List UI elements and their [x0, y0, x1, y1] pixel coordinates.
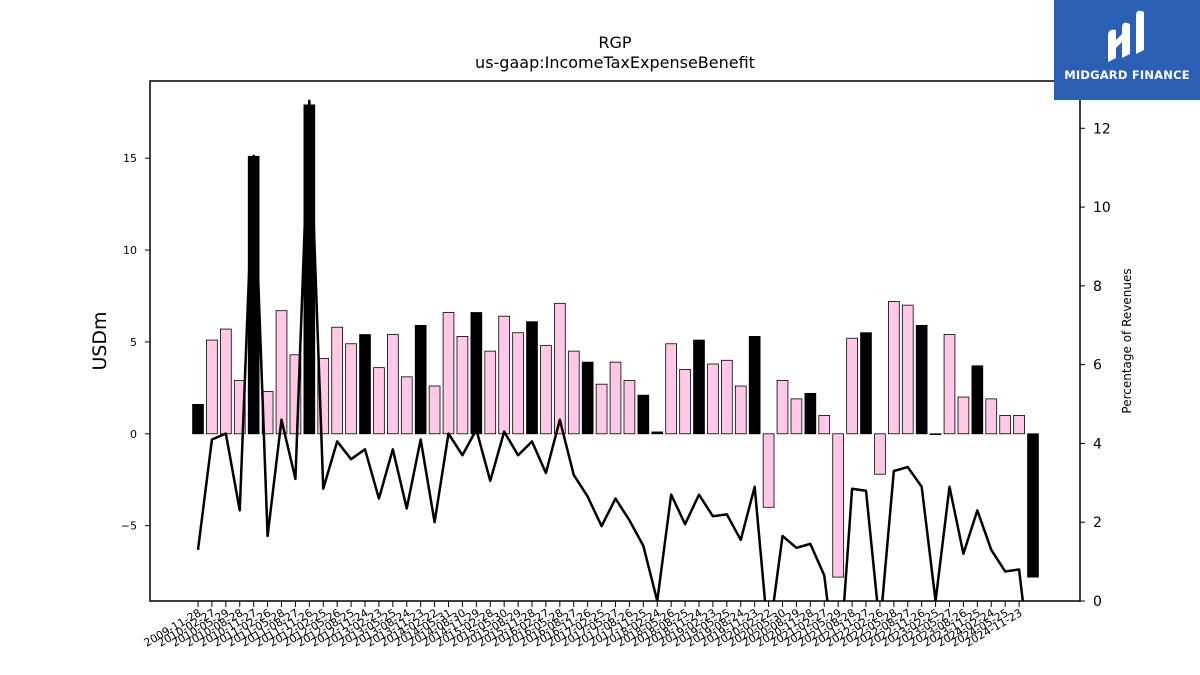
bar	[554, 302, 566, 435]
bar	[220, 328, 232, 435]
bar	[790, 398, 803, 435]
bar	[776, 380, 789, 435]
bar	[623, 380, 636, 435]
bar	[693, 339, 705, 435]
y2-tick-label: 8	[1093, 279, 1102, 295]
y-ticks-group: −5 0 5 10 15	[121, 152, 150, 533]
bar	[707, 363, 719, 435]
bar	[734, 385, 747, 435]
plot-frame	[149, 80, 1081, 602]
y-tick-label: 5	[130, 336, 137, 349]
bar	[275, 310, 288, 435]
chart-title: RGP	[598, 33, 632, 52]
bar	[400, 376, 413, 435]
brand-logo: MIDGARD FINANCE	[1054, 0, 1200, 100]
bar	[846, 337, 858, 435]
bar	[1013, 415, 1025, 435]
bar	[915, 324, 928, 435]
y-tick-label: 0	[130, 428, 137, 441]
bar	[359, 334, 371, 435]
y2-axis-label: Percentage of Revenues	[1120, 268, 1134, 413]
brand-mark-icon	[1108, 10, 1144, 63]
pct-of-revenues-line	[196, 99, 1025, 601]
bar	[414, 324, 427, 435]
y2-tick-label: 12	[1093, 121, 1111, 137]
bar	[345, 343, 357, 435]
x-ticks-group: 2009-11-282010-02-272010-05-292010-08-28…	[142, 601, 1025, 650]
bar	[748, 336, 761, 435]
bar	[233, 380, 246, 435]
bar	[331, 326, 343, 435]
bar	[498, 315, 510, 435]
bar	[512, 332, 524, 435]
bar	[373, 367, 385, 435]
bar	[609, 361, 622, 435]
y-tick-label: −5	[121, 520, 137, 533]
y2-tick-label: 10	[1093, 200, 1111, 216]
bar	[957, 396, 970, 435]
bar	[317, 358, 330, 435]
chart-subtitle: us-gaap:IncomeTaxExpenseBenefit	[475, 53, 755, 72]
bar	[832, 433, 844, 578]
bar	[247, 155, 260, 435]
pct-line-group	[196, 99, 1025, 601]
bar	[651, 431, 664, 435]
bar	[929, 433, 942, 435]
bar	[595, 383, 608, 435]
bar	[567, 350, 580, 435]
y2-tick-label: 0	[1093, 594, 1102, 610]
bar	[581, 361, 594, 435]
bar	[874, 433, 886, 475]
bar	[192, 403, 204, 435]
bar	[387, 334, 399, 435]
y-axis-label: USDm	[89, 311, 111, 370]
bar	[289, 354, 302, 435]
bar	[665, 343, 677, 435]
bar	[428, 385, 441, 435]
bar	[484, 350, 497, 435]
bars-group	[192, 104, 1039, 578]
bar	[888, 301, 900, 435]
bar	[860, 332, 872, 435]
bar	[679, 369, 691, 435]
y2-ticks-group: 0 2 4 6 8 10 12	[1080, 121, 1111, 610]
bar	[804, 392, 817, 435]
bar	[540, 345, 552, 435]
bar	[1027, 433, 1039, 578]
bar	[456, 336, 469, 435]
bar	[442, 312, 455, 435]
bar	[971, 365, 984, 435]
y-tick-label: 15	[123, 152, 137, 165]
y2-tick-label: 6	[1093, 358, 1102, 374]
y2-tick-label: 4	[1093, 436, 1102, 452]
bar	[818, 415, 831, 435]
bar	[206, 339, 218, 435]
bar	[303, 104, 316, 435]
y-tick-label: 10	[123, 244, 137, 257]
y2-tick-label: 2	[1093, 515, 1102, 531]
bar	[470, 312, 483, 435]
bar	[762, 433, 775, 508]
bar	[526, 321, 538, 435]
bar	[943, 334, 956, 435]
bar	[985, 398, 998, 435]
bar	[901, 304, 914, 435]
bar	[999, 415, 1011, 435]
brand-name: MIDGARD FINANCE	[1064, 68, 1190, 82]
bar	[721, 359, 733, 435]
bar	[637, 394, 650, 435]
